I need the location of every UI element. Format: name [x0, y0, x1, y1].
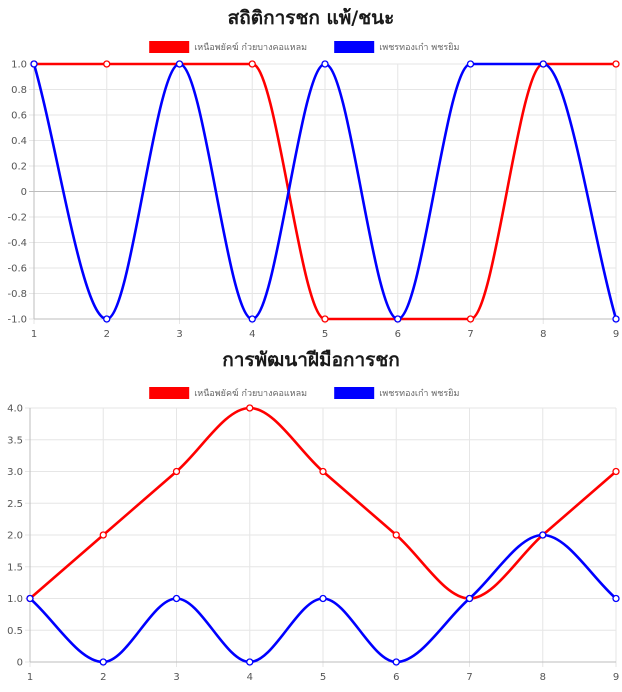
- data-point: [466, 315, 475, 323]
- data-point: [394, 315, 402, 323]
- y-tick-label: 4.0: [7, 404, 23, 415]
- y-tick-label: 1.5: [7, 562, 23, 573]
- data-point: [99, 658, 107, 666]
- data-point: [612, 315, 620, 323]
- data-point: [612, 594, 620, 603]
- data-point: [465, 594, 474, 603]
- y-tick-label: 1.0: [7, 594, 23, 605]
- data-point: [99, 531, 107, 539]
- data-point: [26, 594, 34, 603]
- series: [26, 531, 620, 666]
- data-point: [103, 315, 111, 323]
- data-point: [172, 594, 181, 603]
- x-tick-label: 9: [613, 329, 619, 340]
- x-tick-label: 7: [467, 329, 473, 340]
- y-tick-label: -0.8: [7, 289, 27, 300]
- y-tick-label: -0.6: [7, 264, 27, 275]
- legend-label: เพชรทองเก๋า พชรยิม: [379, 42, 459, 53]
- legend-swatch: [149, 41, 190, 53]
- data-point: [248, 60, 256, 68]
- x-tick-label: 3: [176, 329, 182, 340]
- y-tick-label: 2.0: [7, 531, 23, 542]
- data-point: [172, 467, 181, 476]
- data-point: [321, 315, 329, 323]
- legend-label: เหนือพยัคฆ์ ก๋วยบางคอแหลม: [194, 387, 307, 399]
- x-tick-label: 9: [613, 672, 619, 683]
- y-tick-label: 0: [21, 187, 27, 198]
- x-tick-label: 8: [540, 672, 546, 683]
- x-tick-label: 5: [322, 329, 328, 340]
- y-tick-label: -1.0: [7, 315, 27, 326]
- data-point: [103, 60, 111, 68]
- legend-item: เพชรทองเก๋า พชรยิม: [334, 387, 459, 399]
- x-tick-label: 7: [466, 672, 472, 683]
- data-point: [612, 467, 620, 476]
- x-tick-label: 6: [395, 329, 401, 340]
- x-tick-label: 2: [104, 329, 110, 340]
- data-point: [30, 60, 38, 68]
- legend-swatch: [334, 41, 375, 53]
- legend-swatch: [334, 387, 375, 399]
- legend-item: เหนือพยัคฆ์ ก๋วยบางคอแหลม: [149, 387, 307, 399]
- data-point: [319, 594, 327, 603]
- legend-item: เพชรทองเก๋า พชรยิม: [334, 41, 459, 53]
- data-point: [612, 60, 620, 68]
- data-point: [321, 60, 329, 68]
- x-tick-label: 2: [100, 672, 106, 683]
- x-tick-label: 5: [320, 672, 326, 683]
- x-tick-label: 3: [173, 672, 179, 683]
- data-point: [539, 531, 547, 539]
- y-tick-label: 0.4: [11, 136, 27, 147]
- y-tick-label: -0.2: [7, 213, 27, 224]
- grid: [25, 407, 617, 667]
- x-tick-label: 4: [249, 329, 255, 340]
- x-tick-label: 1: [27, 672, 33, 683]
- y-tick-label: -0.4: [7, 238, 27, 249]
- y-tick-label: 0.5: [7, 626, 23, 637]
- chart-title: การพัฒนาฝีมือการชก: [222, 349, 400, 371]
- y-tick-label: 0.2: [11, 162, 27, 173]
- series: [30, 60, 620, 323]
- y-tick-label: 3.5: [7, 435, 23, 446]
- data-point: [246, 404, 254, 412]
- x-tick-label: 4: [247, 672, 253, 683]
- data-point: [539, 60, 547, 68]
- data-point: [248, 315, 256, 323]
- x-tick-label: 6: [393, 672, 399, 683]
- grid: [29, 63, 617, 324]
- x-tick-label: 1: [31, 329, 37, 340]
- legend-label: เพชรทองเก๋า พชรยิม: [379, 388, 459, 399]
- y-tick-label: 0.6: [11, 111, 27, 122]
- y-tick-label: 3.0: [7, 467, 23, 478]
- data-point: [246, 658, 254, 666]
- data-point: [319, 467, 327, 476]
- data-point: [392, 658, 400, 666]
- y-tick-label: 0: [17, 658, 23, 669]
- data-point: [392, 531, 400, 539]
- data-point: [466, 60, 475, 68]
- legend-item: เหนือพยัคฆ์ ก๋วยบางคอแหลม: [149, 41, 307, 53]
- legend-swatch: [149, 387, 190, 399]
- legend-label: เหนือพยัคฆ์ ก๋วยบางคอแหลม: [194, 41, 307, 53]
- chart-title: สถิติการชก แพ้/ชนะ: [228, 7, 395, 29]
- y-tick-label: 0.8: [11, 85, 27, 96]
- data-point: [175, 60, 184, 68]
- y-tick-label: 1.0: [11, 60, 27, 71]
- y-tick-label: 2.5: [7, 499, 23, 510]
- series-line: [32, 62, 618, 321]
- x-tick-label: 8: [540, 329, 546, 340]
